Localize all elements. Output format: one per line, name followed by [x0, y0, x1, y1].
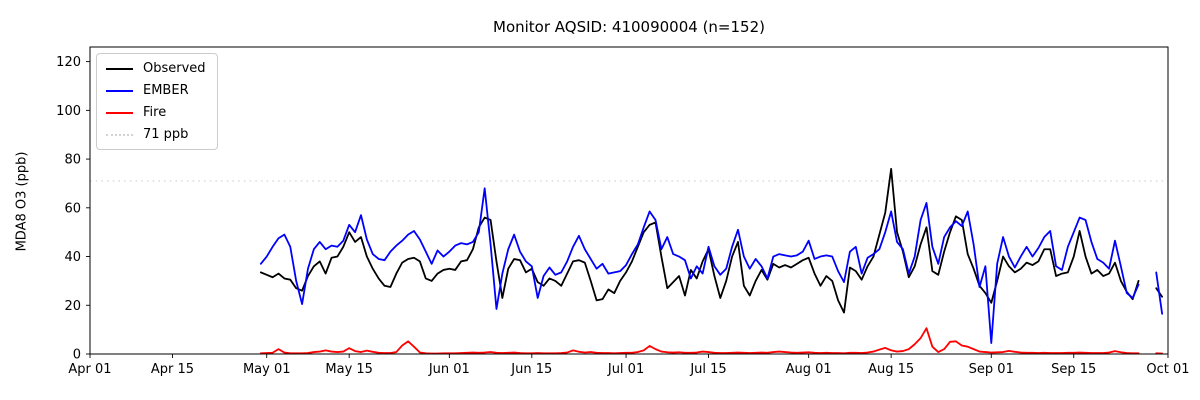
ember-line	[1155, 271, 1164, 315]
fire-line	[259, 327, 1140, 355]
observed-line	[259, 167, 1140, 314]
x-tick-label: Jul 01	[607, 362, 644, 377]
x-tick-label: Apr 01	[68, 362, 111, 377]
legend-line-sample	[106, 67, 133, 70]
x-tick-label: May 15	[325, 362, 373, 377]
y-tick-label: 100	[56, 104, 81, 119]
y-tick-label: 60	[64, 201, 81, 216]
legend-label: Observed	[143, 61, 206, 76]
x-tick-label: Aug 01	[786, 362, 832, 377]
legend-label: Fire	[143, 105, 167, 120]
x-tick-label: May 01	[243, 362, 291, 377]
legend-line-sample	[106, 89, 133, 92]
plot-border	[89, 46, 1169, 355]
x-tick-label: Jul 15	[689, 362, 726, 377]
x-tick-label: Apr 15	[151, 362, 194, 377]
y-tick-label: 0	[73, 348, 81, 363]
y-tick-label: 120	[56, 55, 81, 70]
legend-item-fire: Fire	[106, 104, 206, 121]
x-tick-label: Aug 15	[868, 362, 914, 377]
y-tick-label: 20	[64, 299, 81, 314]
y-axis-label: MDA8 O3 (ppb)	[14, 151, 30, 252]
x-tick-label: Jun 15	[510, 362, 552, 377]
y-tick-label: 80	[64, 153, 81, 168]
x-tick-label: Sep 01	[969, 362, 1014, 377]
legend-label: EMBER	[143, 83, 189, 98]
y-tick-label: 40	[64, 250, 81, 265]
legend-line-sample	[106, 133, 133, 136]
legend-item-observed: Observed	[106, 60, 206, 77]
x-tick-label: Oct 01	[1146, 362, 1189, 377]
legend-line-sample	[106, 111, 133, 114]
x-tick-label: Sep 15	[1051, 362, 1096, 377]
legend: Observed EMBER Fire 71 ppb	[96, 53, 218, 150]
legend-label: 71 ppb	[143, 127, 189, 142]
ember-line	[259, 187, 1140, 344]
x-tick-label: Jun 01	[428, 362, 470, 377]
chart-title: Monitor AQSID: 410090004 (n=152)	[493, 18, 765, 36]
legend-item-ember: EMBER	[106, 82, 206, 99]
legend-item-71-ppb: 71 ppb	[106, 126, 206, 143]
